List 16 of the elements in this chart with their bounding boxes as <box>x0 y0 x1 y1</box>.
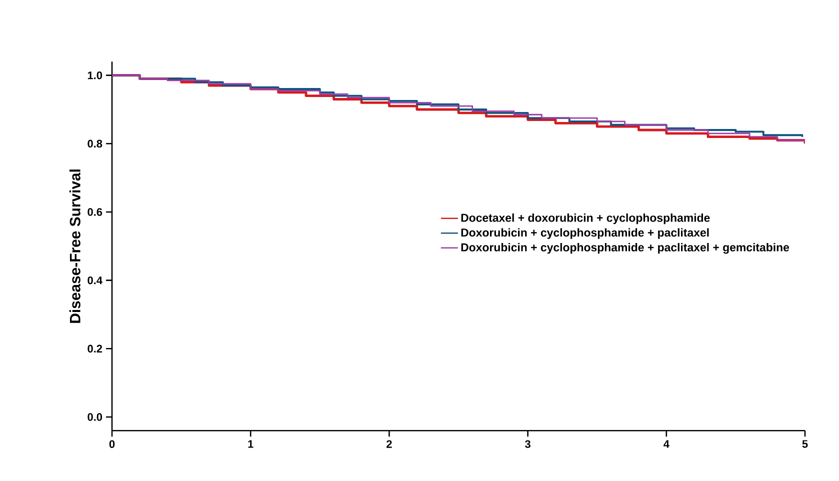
x-tick-label: 1 <box>248 440 254 448</box>
y-tick-label: 0.4 <box>88 276 102 284</box>
legend-label: Docetaxel + doxorubicin + cyclophosphamide <box>461 213 710 224</box>
x-tick-label: 4 <box>664 440 670 448</box>
y-axis-title: Disease-Free Survival <box>69 170 80 323</box>
x-tick-label: 2 <box>386 440 392 448</box>
x-tick-label: 0 <box>109 440 115 448</box>
y-tick-label: 0.6 <box>88 208 102 216</box>
y-tick-label: 0.0 <box>88 413 102 421</box>
x-tick-label: 5 <box>802 440 808 448</box>
y-tick-label: 0.8 <box>88 140 102 148</box>
y-tick-label: 1.0 <box>88 71 102 80</box>
x-tick-label: 3 <box>525 440 530 448</box>
y-tick-label: 0.2 <box>88 344 102 353</box>
legend-label: Doxorubicin + cyclophosphamide + paclitaxel + gemcitabine <box>461 243 790 254</box>
legend-label: Doxorubicin + cyclophosphamide + paclitaxel <box>461 228 709 239</box>
